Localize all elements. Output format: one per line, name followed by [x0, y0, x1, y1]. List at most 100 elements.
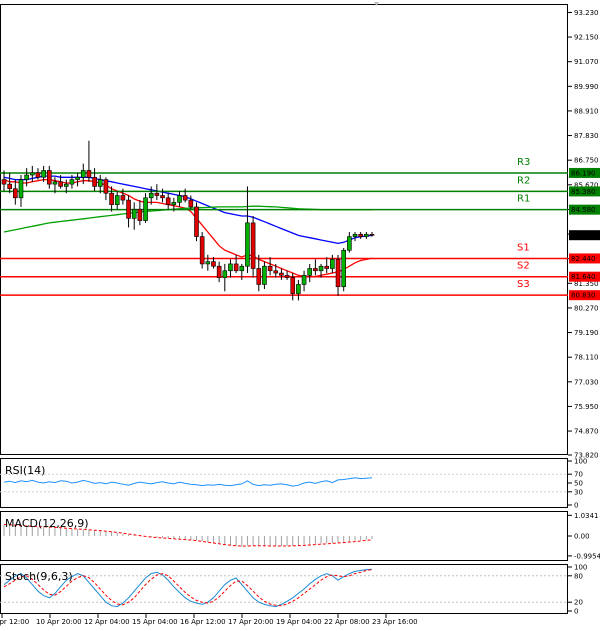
- level-price-tag: [569, 271, 600, 282]
- candle-bull: [364, 233, 369, 237]
- candle-bear: [188, 199, 194, 208]
- rsi-panel-frame: [0, 458, 568, 508]
- candle-bull: [171, 202, 177, 205]
- candle-bull: [205, 261, 211, 265]
- candle-bear: [324, 265, 330, 269]
- candle-bear: [109, 192, 114, 205]
- candle-bear: [267, 265, 273, 272]
- candle-bear: [273, 270, 279, 274]
- candle-bull: [330, 259, 335, 269]
- level-name-s3: S3: [517, 279, 530, 290]
- time-tick-label: 15 Apr 04:00: [132, 618, 178, 626]
- price-tick-label: 79.190: [574, 329, 599, 337]
- candle-bear: [250, 222, 256, 269]
- candle-bear: [194, 206, 199, 237]
- indicator-title: RSI(14): [5, 464, 45, 477]
- indicator-tick-label: 1.0341: [574, 512, 599, 520]
- price-tick-label: 78.110: [574, 354, 599, 362]
- level-price-tag: [569, 186, 600, 197]
- candle-bear: [137, 208, 143, 221]
- indicator-tick-label: 0.00: [574, 533, 590, 541]
- candle-bear: [211, 261, 216, 267]
- candle-bear: [199, 236, 205, 265]
- level-price-label: 82.440: [571, 255, 596, 263]
- price-tick-label: 91.070: [574, 58, 599, 66]
- candle-bull: [69, 179, 75, 185]
- candle-bear: [86, 170, 92, 178]
- price-tick-label: 80.270: [574, 304, 599, 312]
- candle-bear: [290, 277, 296, 294]
- candle-bear: [35, 172, 41, 178]
- price-tick-label: 92.150: [574, 34, 599, 42]
- indicator-tick-label: 100: [574, 458, 587, 466]
- price-tick-label: 73.820: [574, 452, 599, 460]
- level-name-r3: R3: [517, 157, 530, 168]
- candle-bear: [154, 192, 160, 196]
- stoch-panel-frame: [0, 564, 568, 614]
- indicator-tick-label: 0: [574, 608, 578, 616]
- level-price-label: 80.830: [571, 292, 596, 300]
- level-price-label: 86.190: [571, 169, 596, 177]
- candle-bull: [131, 208, 137, 219]
- level-name-r1: R1: [517, 194, 530, 205]
- price-tick-label: 81.350: [574, 280, 599, 288]
- time-tick-label: 12 Apr 04:00: [84, 618, 130, 626]
- level-price-tag: [569, 290, 600, 301]
- level-price-label: 85.380: [571, 188, 596, 196]
- candle-bull: [24, 174, 29, 180]
- level-price-label: 81.640: [571, 273, 596, 281]
- candle-bull: [347, 236, 352, 251]
- candle-bear: [233, 263, 239, 272]
- indicator-tick-label: 80: [574, 572, 583, 580]
- time-tick-label: 22 Apr 08:00: [324, 618, 370, 626]
- price-tick-label: 85.670: [574, 181, 599, 189]
- candle-bear: [58, 181, 63, 187]
- price-tick-label: 89.990: [574, 83, 599, 91]
- price-tick-label: 77.030: [574, 378, 599, 386]
- indicator-tick-label: 30: [574, 488, 583, 496]
- level-price-label: 84.580: [571, 206, 596, 214]
- indicator-title: MACD(12,26,9): [5, 517, 89, 530]
- time-tick-label: 17 Apr 20:00: [228, 618, 274, 626]
- candle-bear: [13, 188, 18, 199]
- candle-bull: [52, 181, 58, 185]
- candle-bull: [341, 249, 346, 288]
- candle-bear: [182, 195, 188, 201]
- candle-bull: [18, 179, 24, 199]
- candle-bull: [177, 195, 182, 203]
- indicator-tick-label: -0.9954: [574, 552, 600, 560]
- candle-bear: [313, 268, 318, 272]
- candle-bear: [126, 199, 131, 219]
- price-tick-label: 88.910: [574, 107, 599, 115]
- current-price-tag: [569, 230, 600, 241]
- time-tick-label: 9 Apr 12:00: [0, 618, 29, 626]
- time-tick-label: 23 Apr 16:00: [372, 618, 418, 626]
- candle-bull: [143, 197, 148, 221]
- candle-bear: [284, 275, 290, 278]
- candle-bear: [358, 233, 363, 237]
- indicator-title: Stoch(9,6,3): [5, 570, 73, 583]
- candle-bull: [352, 233, 358, 237]
- rsi-line: [3, 477, 373, 487]
- indicator-tick-label: 50: [574, 480, 583, 488]
- indicator-tick-label: 70: [574, 471, 583, 479]
- candle-bull: [239, 265, 245, 272]
- level-name-r2: R2: [517, 175, 530, 186]
- indicator-tick-label: 0: [574, 502, 578, 510]
- stoch-d-line: [3, 569, 373, 607]
- price-tick-label: 74.870: [574, 428, 599, 436]
- candle-bear: [256, 268, 262, 285]
- time-tick-label: 19 Apr 04:00: [276, 618, 322, 626]
- level-name-s2: S2: [517, 261, 530, 272]
- current-price-label: 83.460: [571, 232, 596, 240]
- candle-bull: [222, 270, 228, 278]
- indicator-tick-label: 20: [574, 599, 583, 607]
- candle-bull: [228, 263, 233, 272]
- candle-bear: [160, 195, 165, 199]
- stoch-k-line: [3, 568, 373, 608]
- candle-bull: [114, 195, 120, 205]
- time-tick-label: 16 Apr 12:00: [180, 618, 226, 626]
- candle-bull: [75, 176, 80, 180]
- candle-bull: [296, 284, 301, 294]
